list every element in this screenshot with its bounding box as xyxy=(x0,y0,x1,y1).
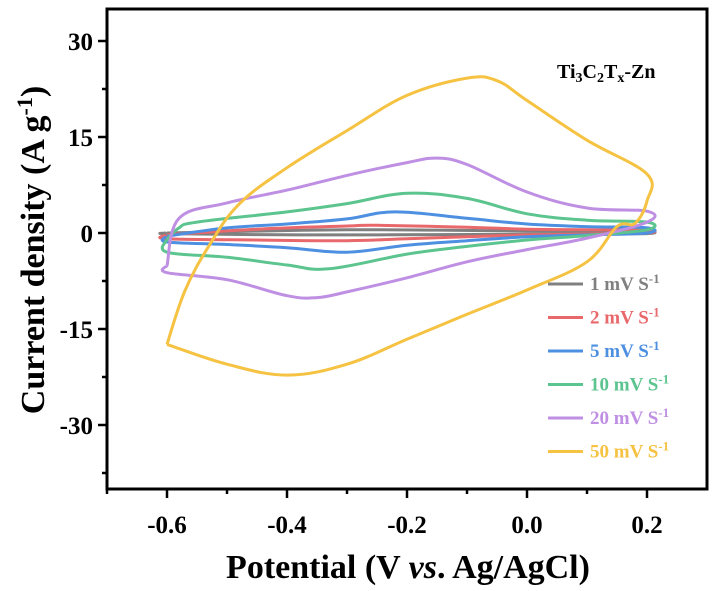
x-tick-label: -0.4 xyxy=(267,512,307,539)
y-tick-label: 0 xyxy=(81,221,94,248)
y-axis-title: Current density (A g-1) xyxy=(12,86,53,414)
x-tick-label: -0.2 xyxy=(387,512,427,539)
annotation-part: 3 xyxy=(576,71,583,86)
y-tick-label: -15 xyxy=(60,317,93,344)
y-tick-label: 30 xyxy=(68,29,93,56)
curves-group xyxy=(158,75,657,377)
legend-label: 20 mV S-1 xyxy=(590,405,669,430)
y-tick-label: -30 xyxy=(60,413,93,440)
series-line-10-mv xyxy=(160,191,657,271)
legend-label: 1 mV S-1 xyxy=(590,271,660,296)
annotation-part: -Zn xyxy=(624,61,655,83)
series-line-5-mv xyxy=(160,210,657,254)
x-tick-label: 0.2 xyxy=(631,512,662,539)
x-axis-title: Potential (V vs. Ag/AgCl) xyxy=(226,549,590,586)
x-tick-label: 0.0 xyxy=(511,512,542,539)
series-line-50-mv xyxy=(165,75,654,377)
annotation-part: 2 xyxy=(597,71,604,86)
legend-label: 50 mV S-1 xyxy=(590,438,669,463)
legend: 1 mV S-1 2 mV S-1 5 mV S-1 10 mV S-1 20 mV S… xyxy=(548,271,669,463)
axis-ticks xyxy=(98,39,649,498)
legend-label: 5 mV S-1 xyxy=(590,338,660,363)
legend-label: 10 mV S-1 xyxy=(590,371,669,396)
y-tick-label: 15 xyxy=(68,125,93,152)
annotation-part: x xyxy=(617,71,624,86)
tick-labels: -0.6 -0.4 -0.2 0.0 0.2 30 15 0 -15 -30 xyxy=(60,29,663,539)
annotation-part: C xyxy=(583,61,597,83)
x-tick-label: -0.6 xyxy=(147,512,187,539)
legend-label: 2 mV S-1 xyxy=(590,304,660,329)
annotation-part: Ti xyxy=(557,61,576,83)
sample-annotation: Ti3C2Tx-Zn xyxy=(557,61,655,86)
annotation-part: T xyxy=(604,61,618,83)
series-line-20-mv xyxy=(160,156,657,300)
